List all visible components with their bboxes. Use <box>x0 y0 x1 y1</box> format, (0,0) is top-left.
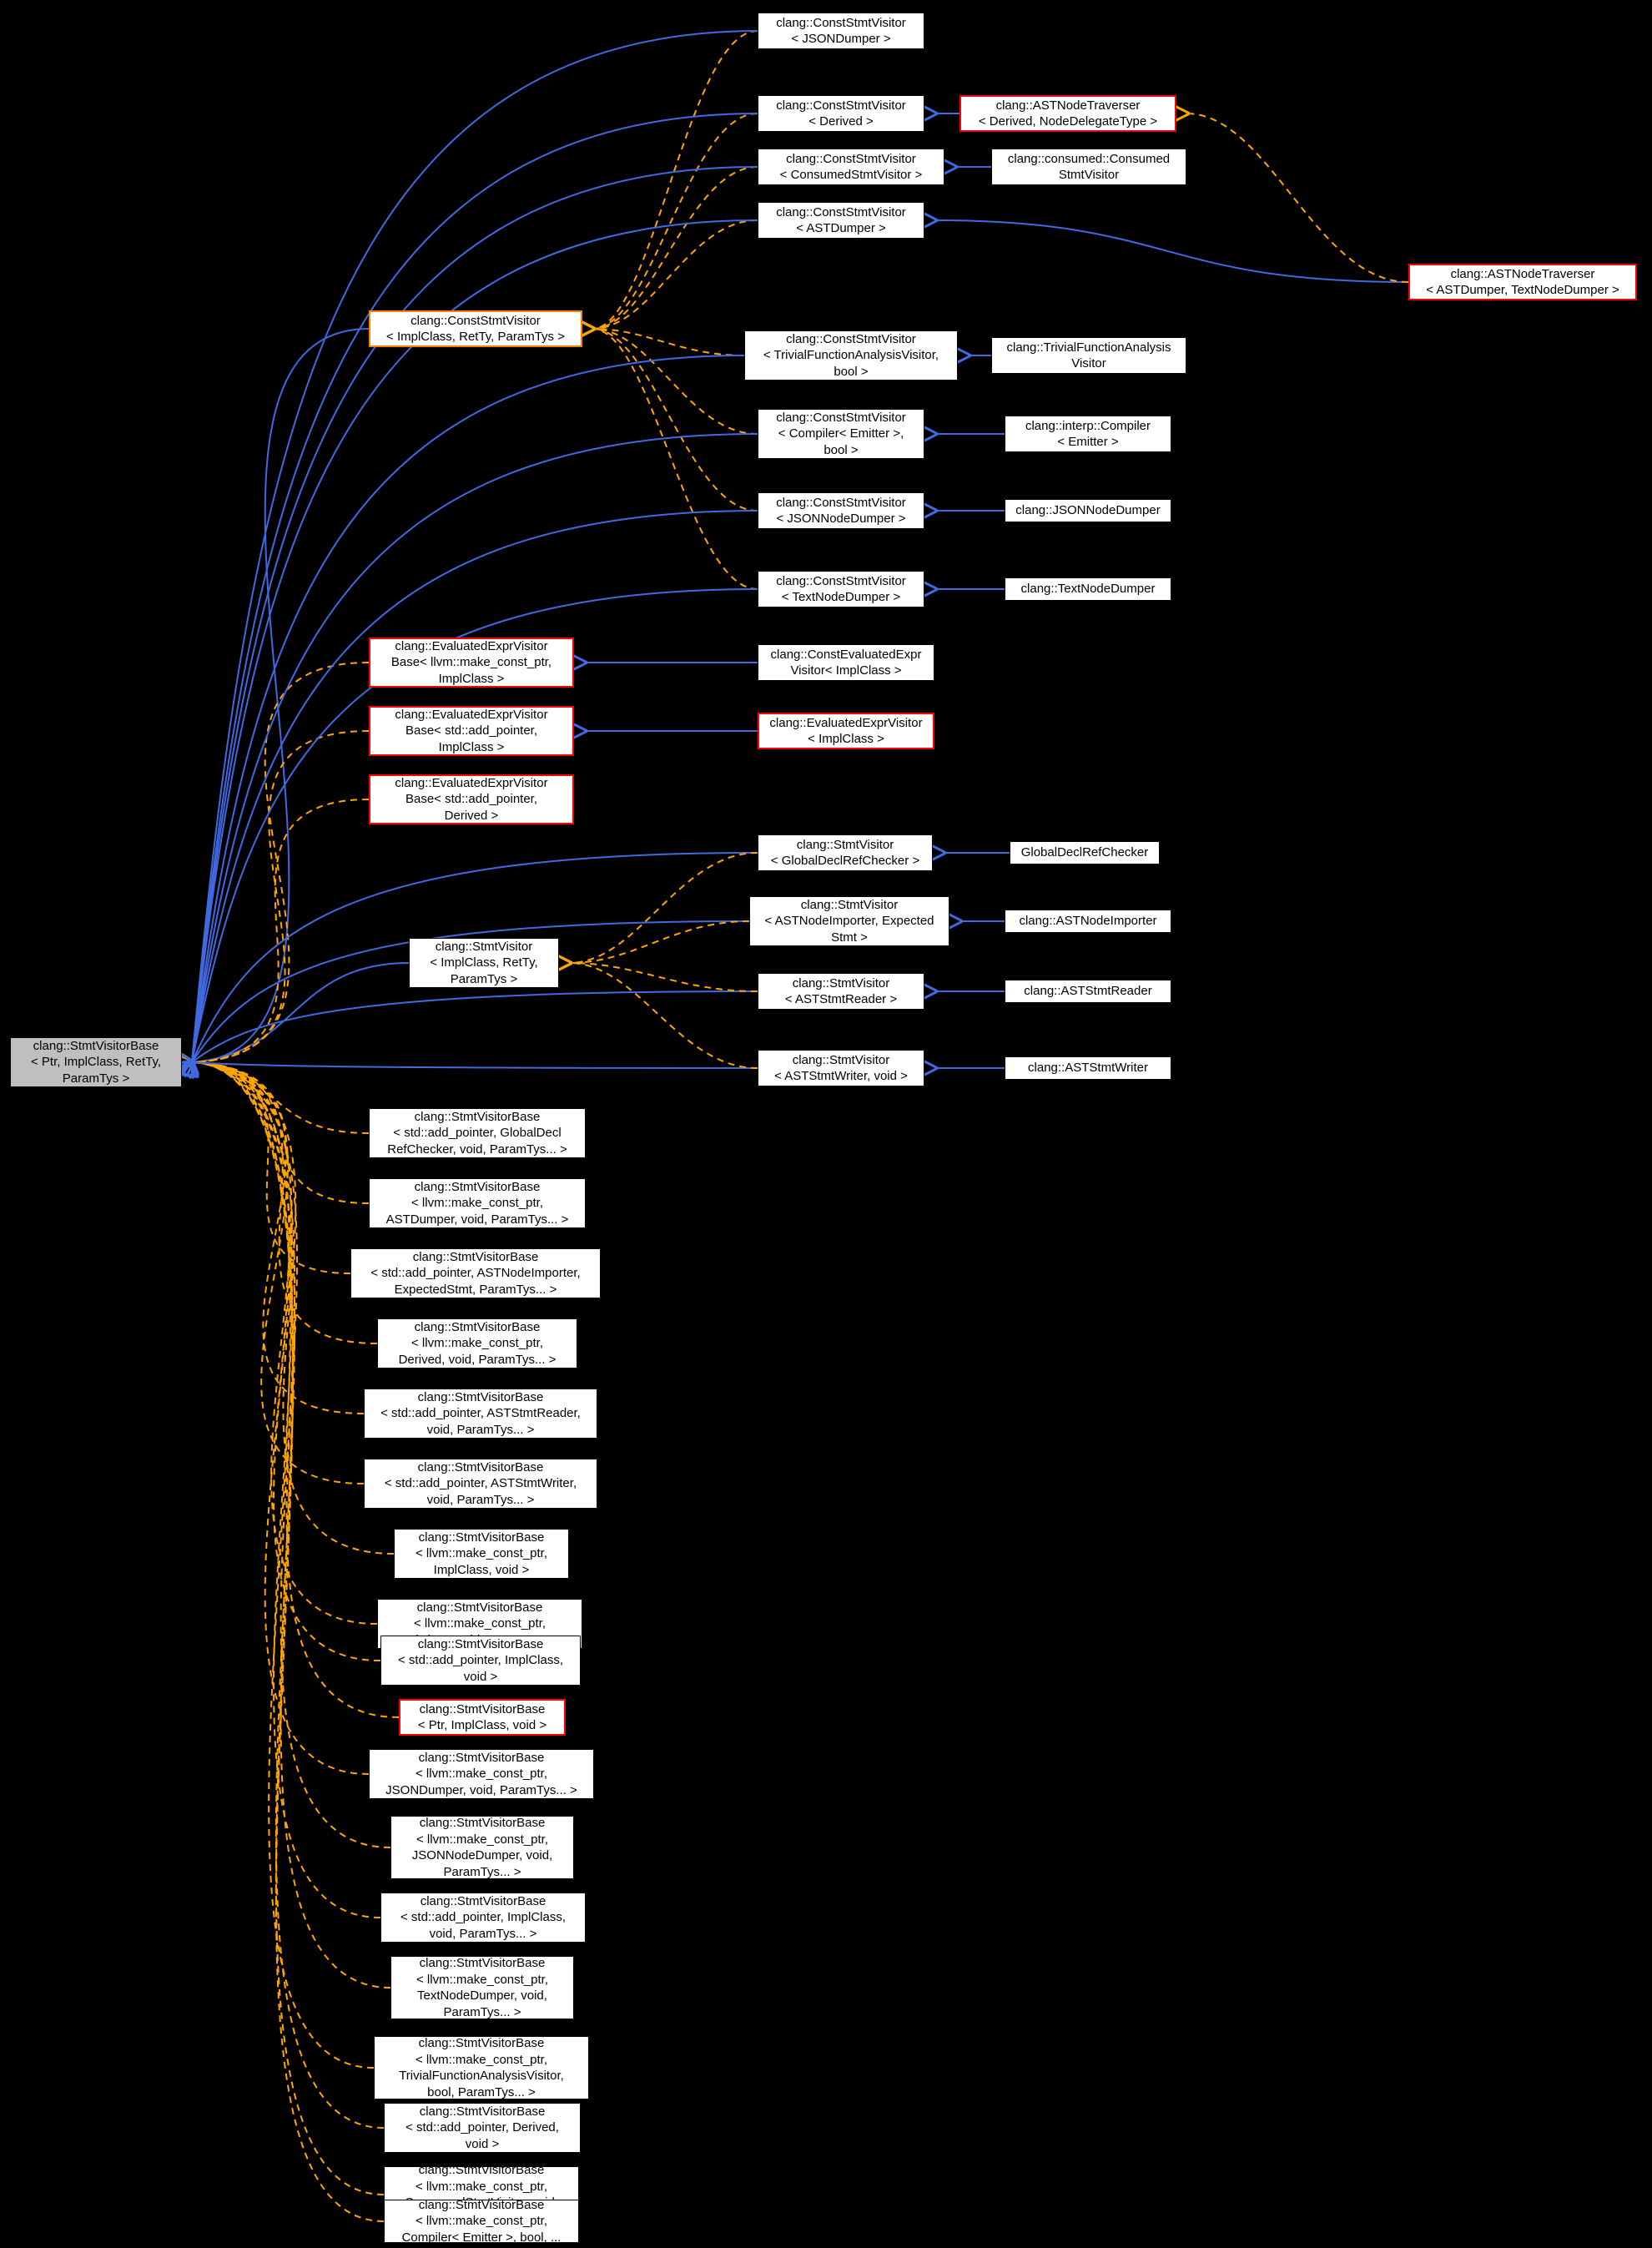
node-astr[interactable]: clang::ASTStmtReader <box>1005 980 1171 1003</box>
node-sv_impl[interactable]: clang::StmtVisitor < ImplClass, RetTy, P… <box>409 938 559 988</box>
node-svb16[interactable]: clang::StmtVisitorBase < std::add_pointe… <box>384 2103 581 2153</box>
node-csv_comp[interactable]: clang::ConstStmtVisitor < Compiler< Emit… <box>758 409 924 459</box>
node-eev_llvm[interactable]: clang::EvaluatedExprVisitor Base< llvm::… <box>369 638 574 688</box>
node-sv_astw[interactable]: clang::StmtVisitor < ASTStmtWriter, void… <box>758 1050 924 1086</box>
node-svb7[interactable]: clang::StmtVisitorBase < llvm::make_cons… <box>394 1529 569 1579</box>
node-root[interactable]: clang::StmtVisitorBase < Ptr, ImplClass,… <box>10 1037 182 1087</box>
node-ast_trav_der[interactable]: clang::ASTNodeTraverser < Derived, NodeD… <box>959 95 1176 132</box>
node-svb10[interactable]: clang::StmtVisitorBase < Ptr, ImplClass,… <box>399 1699 566 1736</box>
node-eev_impl[interactable]: clang::EvaluatedExprVisitor < ImplClass … <box>758 713 934 749</box>
node-eev_std[interactable]: clang::EvaluatedExprVisitor Base< std::a… <box>369 706 574 756</box>
node-csv_tnd[interactable]: clang::ConstStmtVisitor < TextNodeDumper… <box>758 571 924 607</box>
node-svb3[interactable]: clang::StmtVisitorBase < std::add_pointe… <box>350 1248 601 1298</box>
node-csv_trivial[interactable]: clang::ConstStmtVisitor < TrivialFunctio… <box>744 330 958 381</box>
node-cep_impl[interactable]: clang::ConstEvaluatedExpr Visitor< ImplC… <box>758 644 934 681</box>
node-ast_trav_dump[interactable]: clang::ASTNodeTraverser < ASTDumper, Tex… <box>1408 264 1637 300</box>
node-svb18[interactable]: clang::StmtVisitorBase < llvm::make_cons… <box>384 2200 579 2243</box>
node-svb6[interactable]: clang::StmtVisitorBase < std::add_pointe… <box>364 1459 597 1509</box>
node-csv_jnd[interactable]: clang::ConstStmtVisitor < JSONNodeDumper… <box>758 492 924 529</box>
node-gdc[interactable]: GlobalDeclRefChecker <box>1010 841 1160 864</box>
node-jnd[interactable]: clang::JSONNodeDumper <box>1005 499 1171 522</box>
node-svb4[interactable]: clang::StmtVisitorBase < llvm::make_cons… <box>377 1318 577 1368</box>
node-csv_impl[interactable]: clang::ConstStmtVisitor < ImplClass, Ret… <box>369 310 582 347</box>
node-csv_ast[interactable]: clang::ConstStmtVisitor < ASTDumper > <box>758 202 924 239</box>
node-svb14[interactable]: clang::StmtVisitorBase < llvm::make_cons… <box>390 1956 574 2019</box>
node-sv_astr[interactable]: clang::StmtVisitor < ASTStmtReader > <box>758 973 924 1010</box>
node-svb13[interactable]: clang::StmtVisitorBase < std::add_pointe… <box>380 1893 586 1943</box>
node-tnd[interactable]: clang::TextNodeDumper <box>1005 577 1171 601</box>
node-svb15[interactable]: clang::StmtVisitorBase < llvm::make_cons… <box>374 2036 589 2099</box>
node-astw[interactable]: clang::ASTStmtWriter <box>1005 1056 1171 1080</box>
node-svb12[interactable]: clang::StmtVisitorBase < llvm::make_cons… <box>390 1816 574 1879</box>
node-compiler[interactable]: clang::interp::Compiler < Emitter > <box>1005 416 1171 452</box>
node-svb2[interactable]: clang::StmtVisitorBase < llvm::make_cons… <box>369 1178 586 1228</box>
node-svb5[interactable]: clang::StmtVisitorBase < std::add_pointe… <box>364 1389 597 1439</box>
inheritance-diagram: clang::StmtVisitorBase < Ptr, ImplClass,… <box>0 0 1652 2248</box>
node-svb1[interactable]: clang::StmtVisitorBase < std::add_pointe… <box>369 1108 586 1158</box>
node-csv_cons[interactable]: clang::ConstStmtVisitor < ConsumedStmtVi… <box>758 149 944 185</box>
node-csv_json[interactable]: clang::ConstStmtVisitor < JSONDumper > <box>758 13 924 49</box>
node-trivial[interactable]: clang::TrivialFunctionAnalysis Visitor <box>991 337 1186 374</box>
node-consumed[interactable]: clang::consumed::Consumed StmtVisitor <box>991 149 1186 185</box>
node-eev_der[interactable]: clang::EvaluatedExprVisitor Base< std::a… <box>369 774 574 824</box>
node-svb11[interactable]: clang::StmtVisitorBase < llvm::make_cons… <box>369 1749 594 1799</box>
node-sv_astni[interactable]: clang::StmtVisitor < ASTNodeImporter, Ex… <box>749 896 949 946</box>
node-csv_der[interactable]: clang::ConstStmtVisitor < Derived > <box>758 95 924 132</box>
node-sv_gdc[interactable]: clang::StmtVisitor < GlobalDeclRefChecke… <box>758 834 933 871</box>
node-astni[interactable]: clang::ASTNodeImporter <box>1005 910 1171 933</box>
node-svb9[interactable]: clang::StmtVisitorBase < std::add_pointe… <box>380 1636 581 1686</box>
